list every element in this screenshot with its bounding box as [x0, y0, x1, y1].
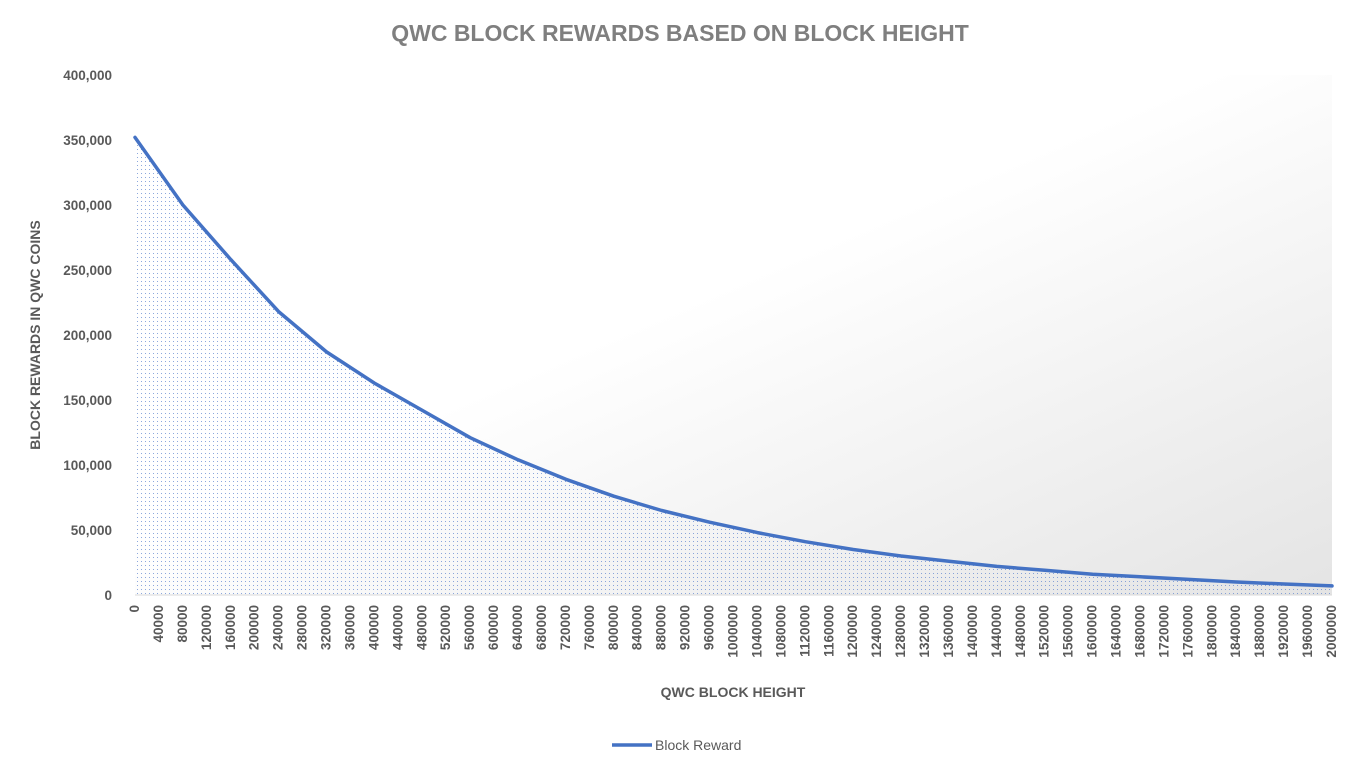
x-tick-label: 200000 [247, 605, 262, 650]
x-tick-label: 1480000 [1013, 605, 1028, 658]
x-tick-label: 1200000 [845, 605, 860, 658]
y-tick-label: 350,000 [63, 133, 112, 148]
x-tick-label: 1960000 [1300, 605, 1315, 658]
x-tick-label: 560000 [462, 605, 477, 650]
x-tick-label: 1600000 [1085, 605, 1100, 658]
y-tick-label: 100,000 [63, 458, 112, 473]
x-tick-label: 1320000 [917, 605, 932, 658]
x-tick-label: 240000 [271, 605, 286, 650]
x-tick-label: 840000 [630, 605, 645, 650]
x-tick-label: 280000 [295, 605, 310, 650]
x-tick-label: 40000 [151, 605, 166, 643]
x-tick-label: 360000 [342, 605, 357, 650]
x-tick-label: 1640000 [1109, 605, 1124, 658]
y-tick-label: 200,000 [63, 328, 112, 343]
x-tick-label: 600000 [486, 605, 501, 650]
x-tick-label: 1120000 [797, 605, 812, 657]
x-tick-label: 80000 [175, 605, 190, 643]
x-tick-label: 0 [127, 605, 142, 613]
legend: Block Reward [612, 737, 741, 753]
x-tick-label: 680000 [534, 605, 549, 650]
x-tick-label: 960000 [702, 605, 717, 650]
x-tick-label: 880000 [654, 605, 669, 650]
x-tick-label: 1080000 [773, 605, 788, 658]
x-tick-label: 1160000 [821, 605, 836, 657]
x-axis-title: QWC BLOCK HEIGHT [661, 684, 806, 700]
chart-title: QWC BLOCK REWARDS BASED ON BLOCK HEIGHT [391, 20, 969, 46]
x-axis-ticks: 0 40000 80000 120000 160000 200000 240000 28000… [127, 605, 1339, 658]
x-tick-label: 160000 [223, 605, 238, 650]
y-axis-ticks: 0 50,000 100,000 150,000 200,000 250,000 300,0… [63, 68, 112, 603]
legend-label-block-reward: Block Reward [655, 737, 741, 753]
x-tick-label: 1360000 [941, 605, 956, 658]
y-tick-label: 300,000 [63, 198, 112, 213]
x-tick-label: 400000 [366, 605, 381, 650]
y-tick-label: 0 [104, 588, 112, 603]
x-tick-label: 1240000 [869, 605, 884, 658]
x-tick-label: 1800000 [1204, 605, 1219, 658]
x-tick-label: 1680000 [1132, 605, 1147, 658]
x-tick-label: 720000 [558, 605, 573, 650]
x-tick-label: 1000000 [726, 605, 741, 658]
x-tick-label: 920000 [678, 605, 693, 650]
x-tick-label: 2000000 [1324, 605, 1339, 658]
x-tick-label: 1040000 [749, 605, 764, 658]
x-tick-label: 1520000 [1037, 605, 1052, 658]
y-tick-label: 250,000 [63, 263, 112, 278]
x-tick-label: 1280000 [893, 605, 908, 658]
x-tick-label: 1880000 [1252, 605, 1267, 658]
x-tick-label: 1720000 [1156, 605, 1171, 658]
x-tick-label: 320000 [319, 605, 334, 650]
x-tick-label: 640000 [510, 605, 525, 650]
x-tick-label: 480000 [414, 605, 429, 650]
x-tick-label: 520000 [438, 605, 453, 650]
y-tick-label: 150,000 [63, 393, 112, 408]
block-reward-area [135, 137, 1332, 595]
x-tick-label: 760000 [582, 605, 597, 650]
x-tick-label: 1400000 [965, 605, 980, 658]
x-tick-label: 1840000 [1228, 605, 1243, 658]
block-reward-points [134, 137, 1333, 587]
x-tick-label: 120000 [199, 605, 214, 650]
x-tick-label: 1440000 [989, 605, 1004, 658]
y-tick-label: 50,000 [71, 523, 112, 538]
x-tick-label: 1920000 [1276, 605, 1291, 658]
x-tick-label: 1560000 [1061, 605, 1076, 658]
y-axis-title: BLOCK REWARDS IN QWC COINS [27, 220, 43, 449]
y-tick-label: 400,000 [63, 68, 112, 83]
x-tick-label: 440000 [390, 605, 405, 650]
x-tick-label: 800000 [606, 605, 621, 650]
x-tick-label: 1760000 [1180, 605, 1195, 658]
block-reward-line [133, 135, 1334, 588]
